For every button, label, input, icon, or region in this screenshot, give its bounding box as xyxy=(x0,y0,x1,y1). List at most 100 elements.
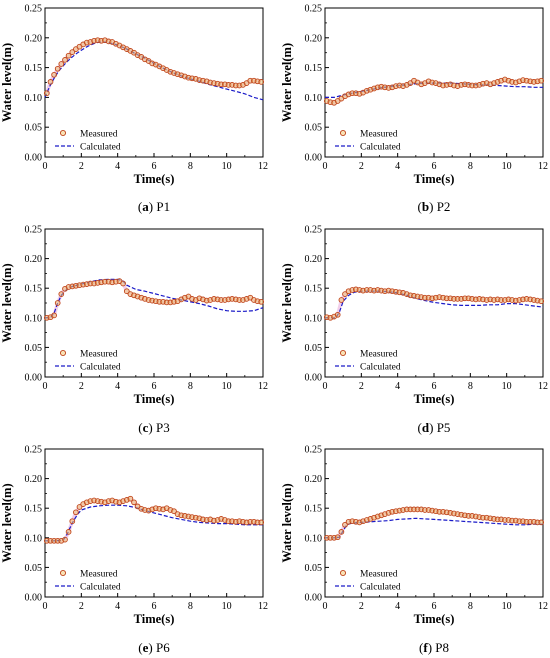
legend-calculated-label: Calculated xyxy=(80,583,121,593)
measured-point xyxy=(258,519,265,526)
x-tick-label: 2 xyxy=(359,381,364,392)
y-tick-label: 0.00 xyxy=(305,373,323,384)
measured-point xyxy=(58,291,65,297)
x-tick-label: 6 xyxy=(432,381,437,392)
measured-point xyxy=(258,298,265,305)
x-axis-label: Time(s) xyxy=(414,172,455,186)
x-tick-label: 10 xyxy=(502,381,512,392)
x-tick-label: 4 xyxy=(115,601,120,612)
legend-measured-label: Measured xyxy=(80,570,118,580)
caption-prefix: ( xyxy=(138,640,142,655)
y-tick-label: 0.25 xyxy=(25,225,43,236)
x-tick-label: 0 xyxy=(43,381,48,392)
caption-letter: e xyxy=(143,640,149,655)
measured-point xyxy=(54,300,61,306)
x-tick-label: 4 xyxy=(395,161,400,172)
x-tick-label: 10 xyxy=(502,161,512,172)
y-tick-label: 0.20 xyxy=(25,33,43,44)
legend: Measured Calculated xyxy=(55,350,121,373)
x-tick-label: 12 xyxy=(538,161,548,172)
x-tick-label: 8 xyxy=(468,161,473,172)
measured-point xyxy=(76,504,83,510)
x-tick-label: 2 xyxy=(79,161,84,172)
panel-caption: (e) P6 xyxy=(138,640,170,655)
legend-measured-marker xyxy=(59,569,67,577)
legend-measured-label: Measured xyxy=(360,350,398,360)
measured-point xyxy=(127,495,134,502)
y-tick-label: 0.05 xyxy=(305,343,323,354)
legend-calculated-label: Calculated xyxy=(360,143,401,153)
x-tick-label: 8 xyxy=(188,381,193,392)
y-tick-label: 0.15 xyxy=(305,63,323,74)
measured-point xyxy=(65,52,72,59)
y-tick-label: 0.00 xyxy=(25,593,43,604)
x-tick-label: 4 xyxy=(395,381,400,392)
x-tick-label: 8 xyxy=(468,601,473,612)
measured-point xyxy=(65,529,72,535)
measured-point xyxy=(62,57,68,63)
caption-name: ) P1 xyxy=(149,199,170,214)
caption-name: ) P3 xyxy=(148,420,169,435)
x-tick-label: 6 xyxy=(432,601,437,612)
measured-point xyxy=(73,509,79,516)
y-tick-label: 0.15 xyxy=(25,504,43,515)
legend: Measured Calculated xyxy=(335,570,401,593)
x-tick-label: 10 xyxy=(502,601,512,612)
y-axis-label: Water level(m) xyxy=(280,43,294,122)
legend-measured-label: Measured xyxy=(360,570,398,580)
chart-panel-p8: 0.00 0.05 0.10 0.15 0.20 0.25 0 2 4 6 8 10 12 Time(s)… xyxy=(280,445,548,656)
caption-prefix: ( xyxy=(419,640,423,655)
x-tick-label: 12 xyxy=(538,381,548,392)
y-tick-label: 0.20 xyxy=(305,33,323,44)
x-tick-label: 6 xyxy=(152,161,157,172)
legend-calculated-label: Calculated xyxy=(360,363,401,373)
y-tick-label: 0.20 xyxy=(305,254,323,265)
y-tick-label: 0.05 xyxy=(305,563,323,574)
measured-point xyxy=(120,280,126,287)
measured-point xyxy=(47,79,54,85)
x-tick-label: 4 xyxy=(395,601,400,612)
measured-point xyxy=(51,312,57,319)
legend-measured-marker xyxy=(339,349,347,357)
x-axis-label: Time(s) xyxy=(134,172,175,186)
x-axis-label: Time(s) xyxy=(134,612,175,626)
legend-measured-label: Measured xyxy=(80,350,118,360)
calculated-line xyxy=(325,290,544,319)
y-axis-label: Water level(m) xyxy=(280,263,294,342)
y-tick-label: 0.05 xyxy=(305,123,323,134)
legend-measured-label: Measured xyxy=(80,130,118,140)
chart-panel-p1: 0.00 0.05 0.10 0.15 0.20 0.25 0 2 4 6 8 10 12 Time(s)… xyxy=(0,4,268,215)
x-tick-label: 2 xyxy=(359,601,364,612)
y-tick-label: 0.25 xyxy=(25,445,43,456)
chart-panel-p3: 0.00 0.05 0.10 0.15 0.20 0.25 0 2 4 6 8 10 12 Time(s)… xyxy=(0,225,268,436)
caption-prefix: ( xyxy=(138,420,142,435)
chart-panel-p2: 0.00 0.05 0.10 0.15 0.20 0.25 0 2 4 6 8 10 12 Time(s)… xyxy=(280,4,548,215)
x-tick-label: 10 xyxy=(222,381,232,392)
legend: Measured Calculated xyxy=(335,350,401,373)
y-tick-label: 0.20 xyxy=(305,474,323,485)
chart-panel-p6: 0.00 0.05 0.10 0.15 0.20 0.25 0 2 4 6 8 10 12 Time(s)… xyxy=(0,445,268,656)
caption-letter: a xyxy=(142,199,149,214)
y-tick-label: 0.05 xyxy=(25,343,43,354)
legend-measured-marker xyxy=(59,129,67,137)
measured-point xyxy=(171,508,177,515)
y-axis-label: Water level(m) xyxy=(0,483,14,562)
measured-point xyxy=(43,90,50,97)
y-tick-label: 0.15 xyxy=(305,504,323,515)
x-tick-label: 2 xyxy=(79,601,84,612)
x-tick-label: 12 xyxy=(258,601,268,612)
y-tick-label: 0.15 xyxy=(305,284,323,295)
caption-prefix: ( xyxy=(418,199,422,214)
caption-prefix: ( xyxy=(418,420,422,435)
legend-calculated-label: Calculated xyxy=(80,363,121,373)
x-axis-label: Time(s) xyxy=(134,392,175,406)
measured-point xyxy=(334,311,341,318)
x-tick-label: 12 xyxy=(258,381,268,392)
x-tick-label: 4 xyxy=(115,161,120,172)
y-axis-label: Water level(m) xyxy=(280,483,294,562)
panel-caption: (d) P5 xyxy=(418,420,451,435)
calculated-line xyxy=(45,504,263,542)
measured-point xyxy=(69,49,76,55)
legend-measured-marker xyxy=(339,129,347,137)
